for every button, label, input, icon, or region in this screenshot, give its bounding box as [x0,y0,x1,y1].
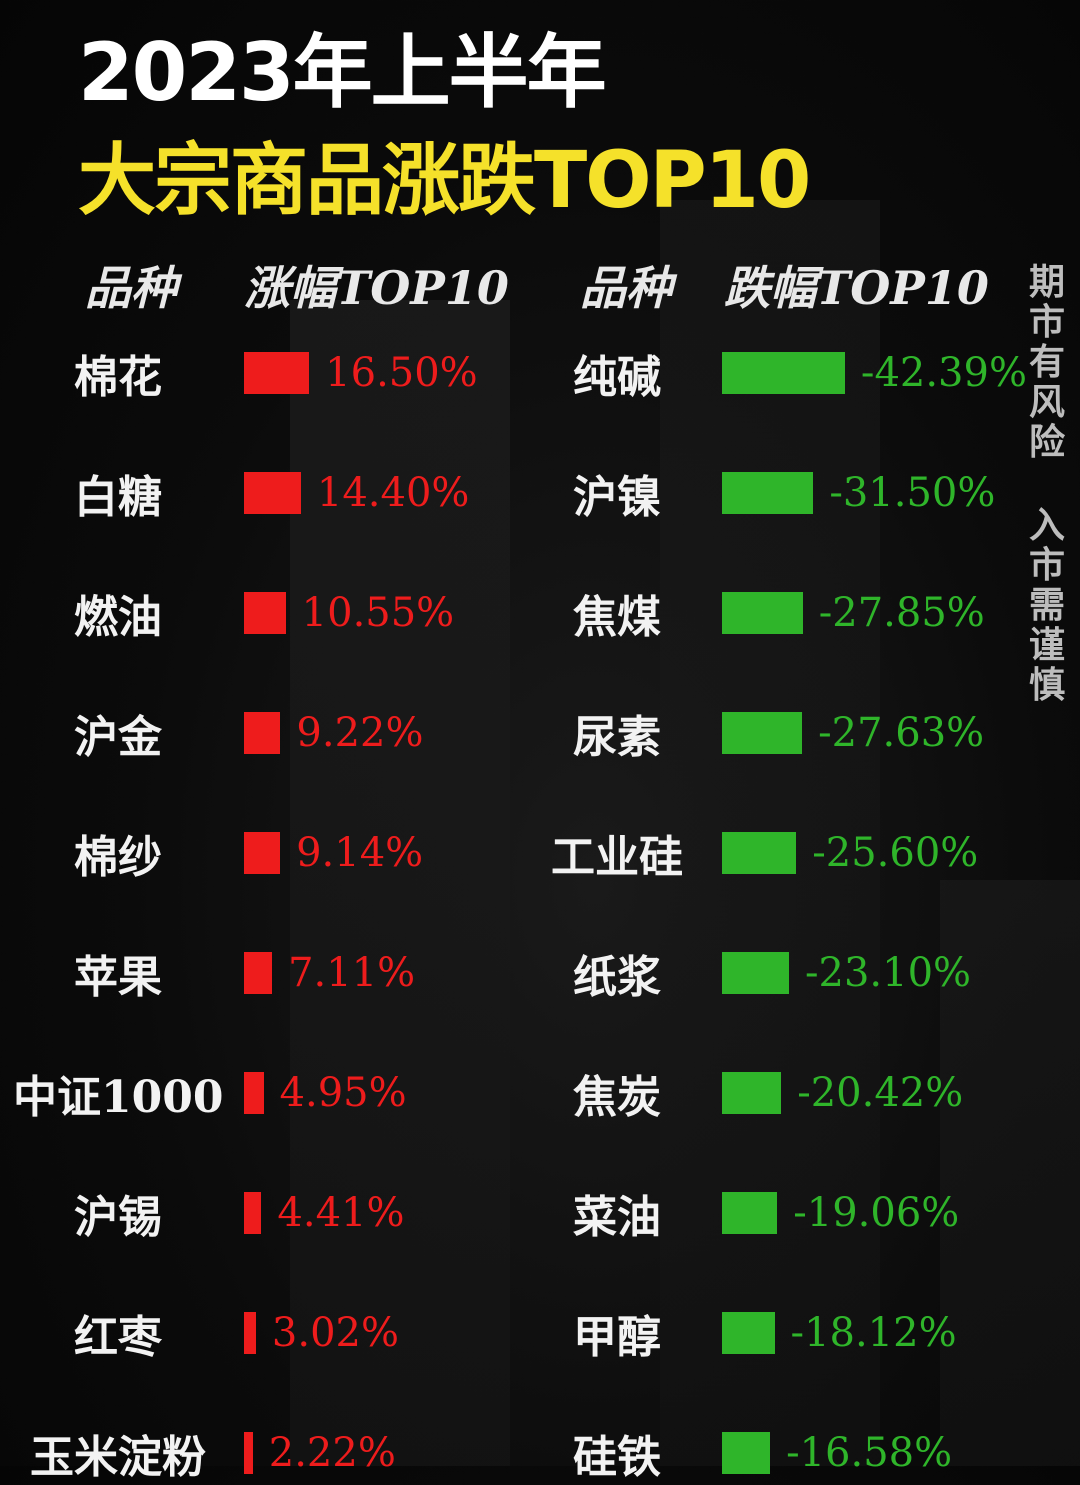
rise-category-label: 沪金 [74,712,162,763]
fall-value-label: -42.39% [860,350,1027,396]
fall-category-label: 硅铁 [573,1432,661,1483]
rise-value-label: 16.50% [325,350,478,396]
rise-category-label: 沪锡 [74,1192,162,1243]
fall-category-label: 菜油 [573,1192,661,1243]
rise-bar [244,1192,262,1234]
fall-value-label: -19.06% [793,1190,960,1236]
fall-bar [722,952,789,994]
rise-value-label: 14.40% [316,470,470,516]
fall-value-header: 跌幅TOP10 [724,261,989,315]
fall-bar [722,832,797,874]
fall-value-label: -20.42% [797,1070,964,1116]
fall-category-label: 焦煤 [573,592,661,643]
fall-category-label: 尿素 [573,712,661,763]
fall-value-label: -27.63% [818,710,985,756]
rise-category-label: 燃油 [74,592,162,643]
title-line-2: 大宗商品涨跌TOP10 [78,136,811,226]
rise-value-header: 涨幅TOP10 [244,261,509,315]
fall-bar [722,1312,775,1354]
rise-bar [244,352,310,394]
rise-value-label: 9.22% [296,710,424,756]
rise-category-label: 玉米淀粉 [30,1432,206,1483]
rise-bar [244,1312,256,1354]
fall-value-label: -25.60% [812,830,979,876]
rise-bar [244,1072,264,1114]
fall-value-label: -16.58% [786,1430,953,1476]
fall-bar [722,1192,778,1234]
fall-category-header: 品种 [580,261,672,315]
rise-category-label: 棉纱 [74,832,162,883]
rise-value-label: 9.14% [296,830,424,876]
fall-value-label: -18.12% [790,1310,957,1356]
rise-bar [244,832,281,874]
rise-value-label: 10.55% [301,590,455,636]
fall-bar [722,592,803,634]
fall-category-label: 焦炭 [573,1072,661,1123]
fall-category-label: 甲醇 [573,1312,661,1363]
fall-bar [722,712,803,754]
background-building [940,880,1080,1466]
rise-bar [244,952,273,994]
rise-category-label: 棉花 [74,352,162,403]
rise-category-label: 白糖 [74,472,162,523]
risk-note-2: 入市需谨慎 [1028,504,1065,706]
rise-value-label: 7.11% [288,950,416,996]
background-building [290,300,510,1466]
rise-bar [244,1432,253,1474]
rise-bar [244,592,286,634]
risk-note-1: 期市有风险 [1028,261,1065,463]
rise-category-label: 苹果 [74,952,162,1003]
rise-value-label: 2.22% [268,1430,396,1476]
fall-value-label: -31.50% [829,470,996,516]
fall-bar [722,352,845,394]
fall-category-label: 沪镍 [573,472,661,523]
fall-value-label: -27.85% [818,590,985,636]
rise-bar [244,712,281,754]
fall-category-label: 纸浆 [573,952,661,1003]
fall-category-label: 工业硅 [551,832,683,883]
rise-value-label: 3.02% [271,1310,399,1356]
fall-bar [722,1432,771,1474]
rise-bar [244,472,301,514]
rise-category-label: 红枣 [74,1312,162,1363]
fall-bar [722,1072,782,1114]
rise-category-header: 品种 [85,261,177,315]
rise-value-label: 4.95% [279,1070,407,1116]
fall-value-label: -23.10% [804,950,972,996]
title-line-1: 2023年上半年 [78,26,607,119]
rise-category-label: 中证1000 [13,1072,224,1123]
rise-value-label: 4.41% [277,1190,405,1236]
fall-category-label: 纯碱 [573,352,661,403]
fall-bar [722,472,814,514]
